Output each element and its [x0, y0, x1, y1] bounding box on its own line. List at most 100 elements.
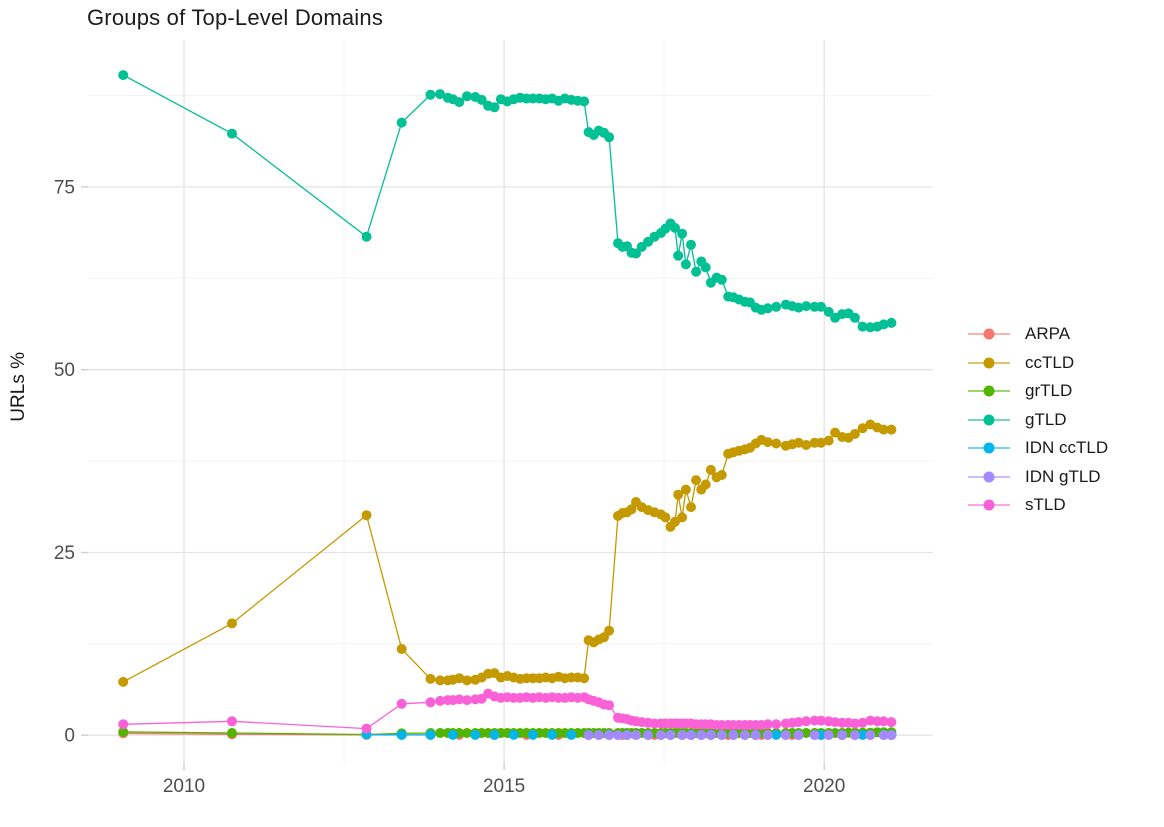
legend-key-dot — [983, 442, 995, 454]
data-point — [447, 729, 458, 740]
series-points-stld — [118, 688, 897, 734]
y-tick-label: 75 — [54, 177, 75, 198]
data-point — [435, 675, 446, 686]
legend-label: ccTLD — [1025, 352, 1075, 372]
data-point — [227, 128, 237, 139]
data-point — [771, 719, 782, 730]
legend-item-arpa: ARPA — [966, 320, 1108, 349]
data-point — [771, 729, 782, 740]
y-tick-label: 0 — [64, 726, 75, 747]
data-point — [680, 484, 691, 495]
data-point — [816, 715, 826, 726]
data-point — [435, 695, 446, 706]
data-point — [462, 675, 472, 686]
data-point — [579, 96, 590, 107]
legend-key-icon — [968, 385, 1010, 397]
legend-item-idn-gtld: IDN gTLD — [966, 463, 1108, 492]
data-point — [670, 222, 680, 233]
data-point — [660, 512, 671, 523]
y-axis-title: URLs % — [8, 352, 29, 422]
series-points-gtld — [118, 70, 897, 333]
data-point — [508, 729, 519, 740]
data-point — [118, 70, 129, 81]
data-point — [801, 728, 812, 738]
data-point — [878, 319, 889, 330]
data-point — [771, 438, 782, 449]
data-point — [593, 730, 604, 741]
data-point — [462, 728, 472, 738]
series-points-cctld — [118, 419, 897, 687]
data-point — [677, 512, 688, 523]
data-point — [716, 730, 727, 741]
x-tick-label: 2015 — [483, 776, 525, 797]
data-point — [716, 274, 727, 285]
data-point — [489, 102, 500, 113]
legend-key-icon — [968, 357, 1010, 369]
data-point — [604, 625, 615, 636]
legend-key-dot — [983, 471, 995, 483]
data-point — [677, 228, 688, 239]
data-point — [396, 729, 407, 740]
data-point — [227, 618, 237, 629]
data-point — [462, 91, 472, 102]
data-point — [878, 730, 889, 741]
y-tick-label: 25 — [54, 543, 75, 564]
data-point — [691, 266, 702, 277]
legend-label: IDN gTLD — [1025, 466, 1101, 486]
series-points-idn-gtld — [583, 730, 897, 741]
legend-key-dot — [983, 385, 995, 397]
legend-key-icon — [968, 471, 1010, 483]
data-point — [604, 132, 615, 143]
data-point — [118, 676, 129, 687]
data-point — [793, 717, 804, 728]
data-point — [227, 728, 237, 738]
data-point — [801, 301, 812, 312]
legend-item-cctld: ccTLD — [966, 349, 1108, 378]
legend-label: sTLD — [1025, 495, 1066, 515]
data-point — [700, 262, 711, 273]
data-point — [705, 730, 716, 741]
data-point — [857, 321, 868, 332]
series-line-gtld — [122, 74, 892, 328]
data-point — [118, 719, 129, 730]
data-point — [762, 719, 773, 730]
y-tick-label: 50 — [54, 360, 75, 381]
data-point — [673, 250, 684, 261]
data-point — [823, 435, 834, 446]
data-point — [680, 259, 691, 270]
data-point — [705, 464, 716, 475]
data-point — [454, 694, 465, 705]
data-point — [425, 673, 436, 684]
data-point — [396, 644, 407, 654]
data-point — [631, 730, 641, 741]
data-point — [425, 697, 436, 708]
data-point — [762, 303, 773, 314]
data-point — [816, 437, 826, 448]
legend-key-dot — [983, 357, 995, 369]
legend-item-grtld: grTLD — [966, 377, 1108, 406]
data-point — [857, 423, 868, 434]
data-point — [878, 716, 889, 727]
data-point — [476, 94, 487, 105]
data-point — [396, 698, 407, 709]
data-point — [643, 730, 654, 741]
data-point — [886, 717, 897, 728]
legend-label: gTLD — [1025, 409, 1067, 429]
series-line-cctld — [122, 423, 892, 683]
data-point — [801, 440, 812, 450]
legend-key-dot — [983, 414, 995, 426]
data-point — [396, 117, 407, 128]
data-point — [780, 730, 791, 741]
data-point — [566, 729, 577, 740]
data-point — [762, 730, 773, 741]
data-point — [823, 306, 834, 317]
data-point — [696, 730, 707, 741]
legend-item-gtld: gTLD — [966, 406, 1108, 435]
data-point — [435, 89, 446, 100]
legend-key-dot — [983, 328, 995, 340]
data-point — [849, 429, 860, 439]
data-point — [626, 504, 637, 515]
data-point — [793, 730, 804, 741]
data-point — [547, 729, 558, 740]
